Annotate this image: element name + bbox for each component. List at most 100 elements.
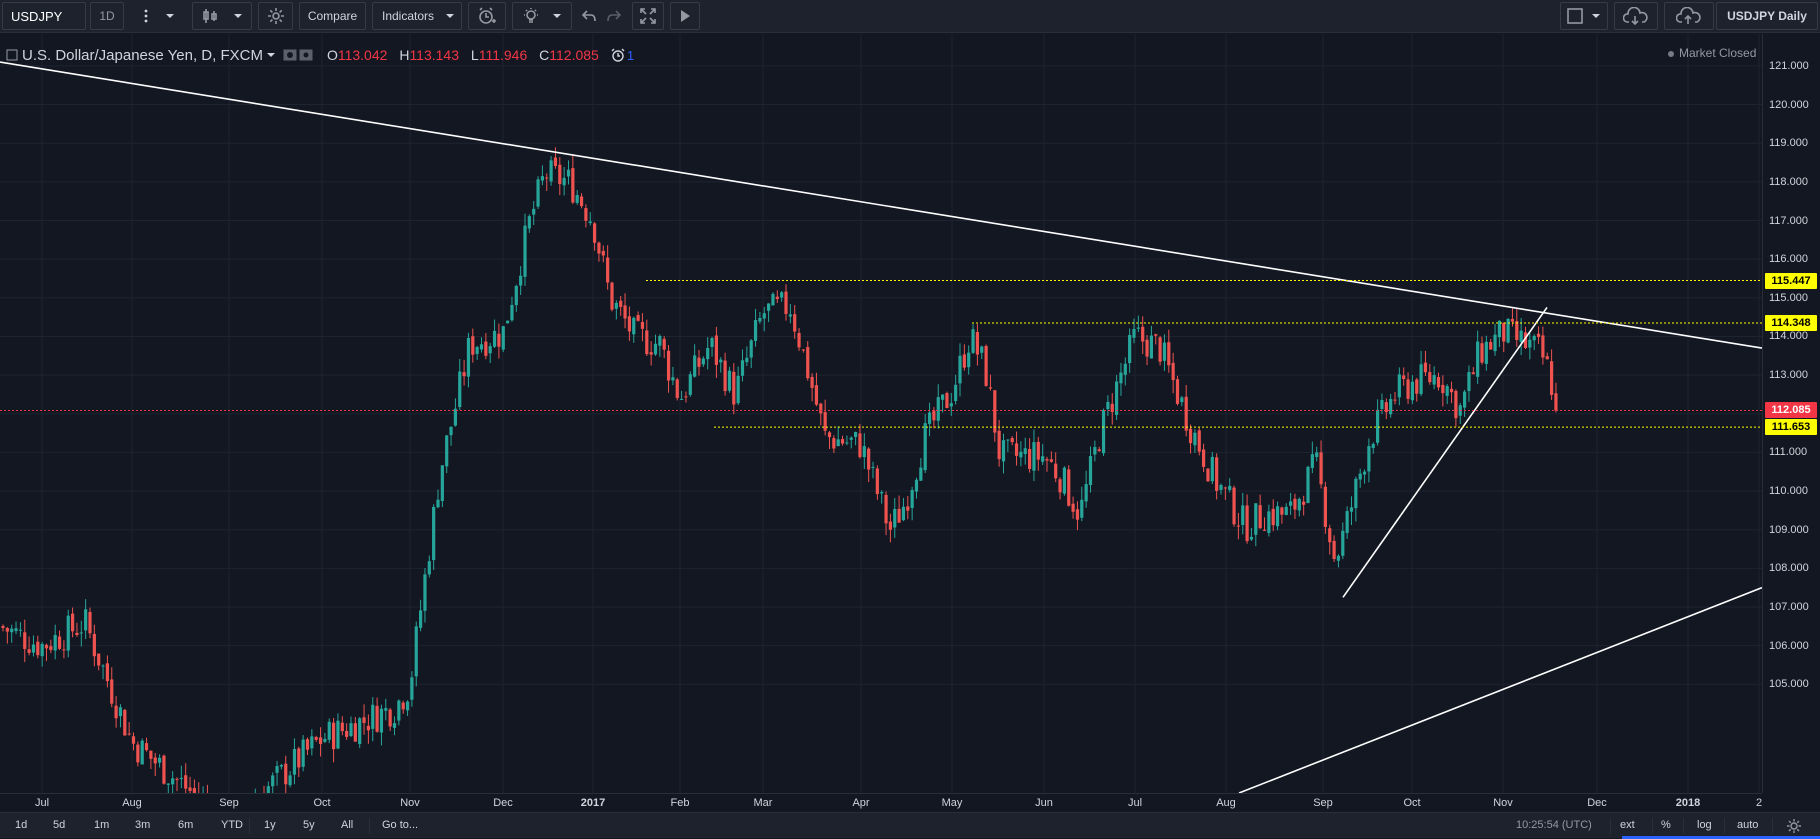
candle-body [858,433,862,458]
price-scale[interactable]: 121.000 120.000 119.000 118.000 117.000 116.0… [1762,34,1820,793]
candle-body [975,332,979,355]
percent-scale-toggle[interactable]: % [1661,819,1671,831]
candle-body [1171,362,1175,381]
candle-body [1319,452,1323,485]
candle-body [967,352,971,368]
candle-body [419,610,423,628]
candle-body [1436,377,1441,388]
range-button-1y[interactable]: 1y [264,819,276,831]
price-chart[interactable] [0,34,1762,793]
range-button-5y[interactable]: 5y [303,819,315,831]
settings-button[interactable] [258,2,293,30]
candle-body [897,508,901,523]
candle-body [1088,456,1093,486]
range-button-6m[interactable]: 6m [178,819,194,831]
open-label: O [326,47,338,63]
utc-clock[interactable]: 10:25:54 (UTC) [1516,819,1592,831]
candle-body [1449,388,1454,393]
candle-body [1110,403,1114,413]
symbol-search-input[interactable]: USDJPY [2,2,86,30]
candle-body [288,775,292,786]
candle-body [1093,447,1097,455]
ideas-button[interactable] [512,2,572,30]
candle-body [158,757,162,763]
log-scale-toggle[interactable]: log [1697,819,1712,831]
range-button-ytd[interactable]: YTD [221,819,243,831]
chevron-down-icon [446,14,454,18]
price-badge: 111.653 [1765,419,1817,436]
candle-body [636,315,640,321]
redo-button[interactable] [601,2,626,30]
candle-body [1345,511,1349,533]
candle-body [1036,441,1040,460]
auto-scale-toggle[interactable]: auto [1737,819,1759,831]
legend-title[interactable]: U.S. Dollar/Japanese Yen, D, FXCM [22,46,263,64]
time-scale[interactable]: Jul Aug Sep Oct Nov Dec 2017 Feb Mar Apr May Jun Jul… [0,793,1762,812]
range-button-1d[interactable]: 1d [15,819,28,831]
candle-body [1175,379,1180,404]
candle-body [732,371,736,405]
save-layout-button[interactable] [1664,2,1714,30]
candle-body [519,275,523,286]
candle-body [1471,372,1475,375]
candle-body [118,707,123,717]
candle-body [1554,393,1558,411]
candle-body [1515,321,1519,341]
alarm-clock-icon[interactable] [611,48,625,62]
candle-body [1210,456,1214,482]
range-button-3m[interactable]: 3m [135,819,151,831]
interval-dropdown-icon[interactable] [160,2,180,30]
high-value: 113.143 [409,47,460,63]
compare-button[interactable]: Compare [299,2,366,30]
time-tick-label: May [941,797,963,809]
ext-hours-toggle[interactable]: ext [1620,819,1635,831]
candle-body [40,643,44,657]
candle-body [1358,473,1362,480]
interval-more-icon[interactable] [136,2,156,30]
range-button-5d[interactable]: 5d [53,819,66,831]
candle-body [788,314,792,317]
candle-body [101,665,105,667]
eye-icon[interactable] [283,49,297,61]
market-status: Market Closed [1668,46,1756,60]
candle-body [1241,505,1245,525]
price-badge: 114.348 [1765,314,1817,331]
candle-body [57,636,62,649]
candle-body [466,337,471,377]
gear-icon[interactable] [1786,818,1802,834]
drawings-visibility-button[interactable] [1560,2,1608,30]
price-tick-label: 121.000 [1769,59,1809,72]
settings-icon[interactable] [299,49,313,61]
candle-body [875,468,879,495]
price-badge: 115.447 [1765,272,1817,289]
range-button-1m[interactable]: 1m [94,819,110,831]
candle-body [867,448,871,470]
undo-button[interactable] [576,2,601,30]
interval-button[interactable]: 1D [90,2,124,30]
layout-name-button[interactable]: USDJPY Daily [1716,2,1818,30]
candle-body [162,755,166,784]
candle-body [684,396,688,398]
close-label: C [539,47,550,63]
fullscreen-button[interactable] [632,2,664,30]
chevron-down-icon[interactable] [266,52,275,58]
candle-body [1536,333,1541,337]
time-tick-label: 2 [1755,797,1763,809]
candle-body [549,160,553,182]
candle-body [384,708,388,711]
candle-body [697,357,701,367]
indicators-button[interactable]: Indicators [372,2,462,30]
candle-body [166,783,170,785]
replay-button[interactable] [670,2,700,30]
chart-style-button[interactable] [192,2,252,30]
price-tick-label: 120.000 [1769,98,1809,111]
load-layout-button[interactable] [1614,2,1658,30]
candle-body [932,410,936,421]
candle-body [1489,341,1493,350]
range-button-all[interactable]: All [341,819,354,831]
alert-button[interactable] [468,2,506,30]
candle-body [488,346,492,354]
goto-button[interactable]: Go to... [382,819,419,831]
price-tick-label: 114.000 [1769,330,1808,343]
chart-pane[interactable] [0,34,1762,793]
